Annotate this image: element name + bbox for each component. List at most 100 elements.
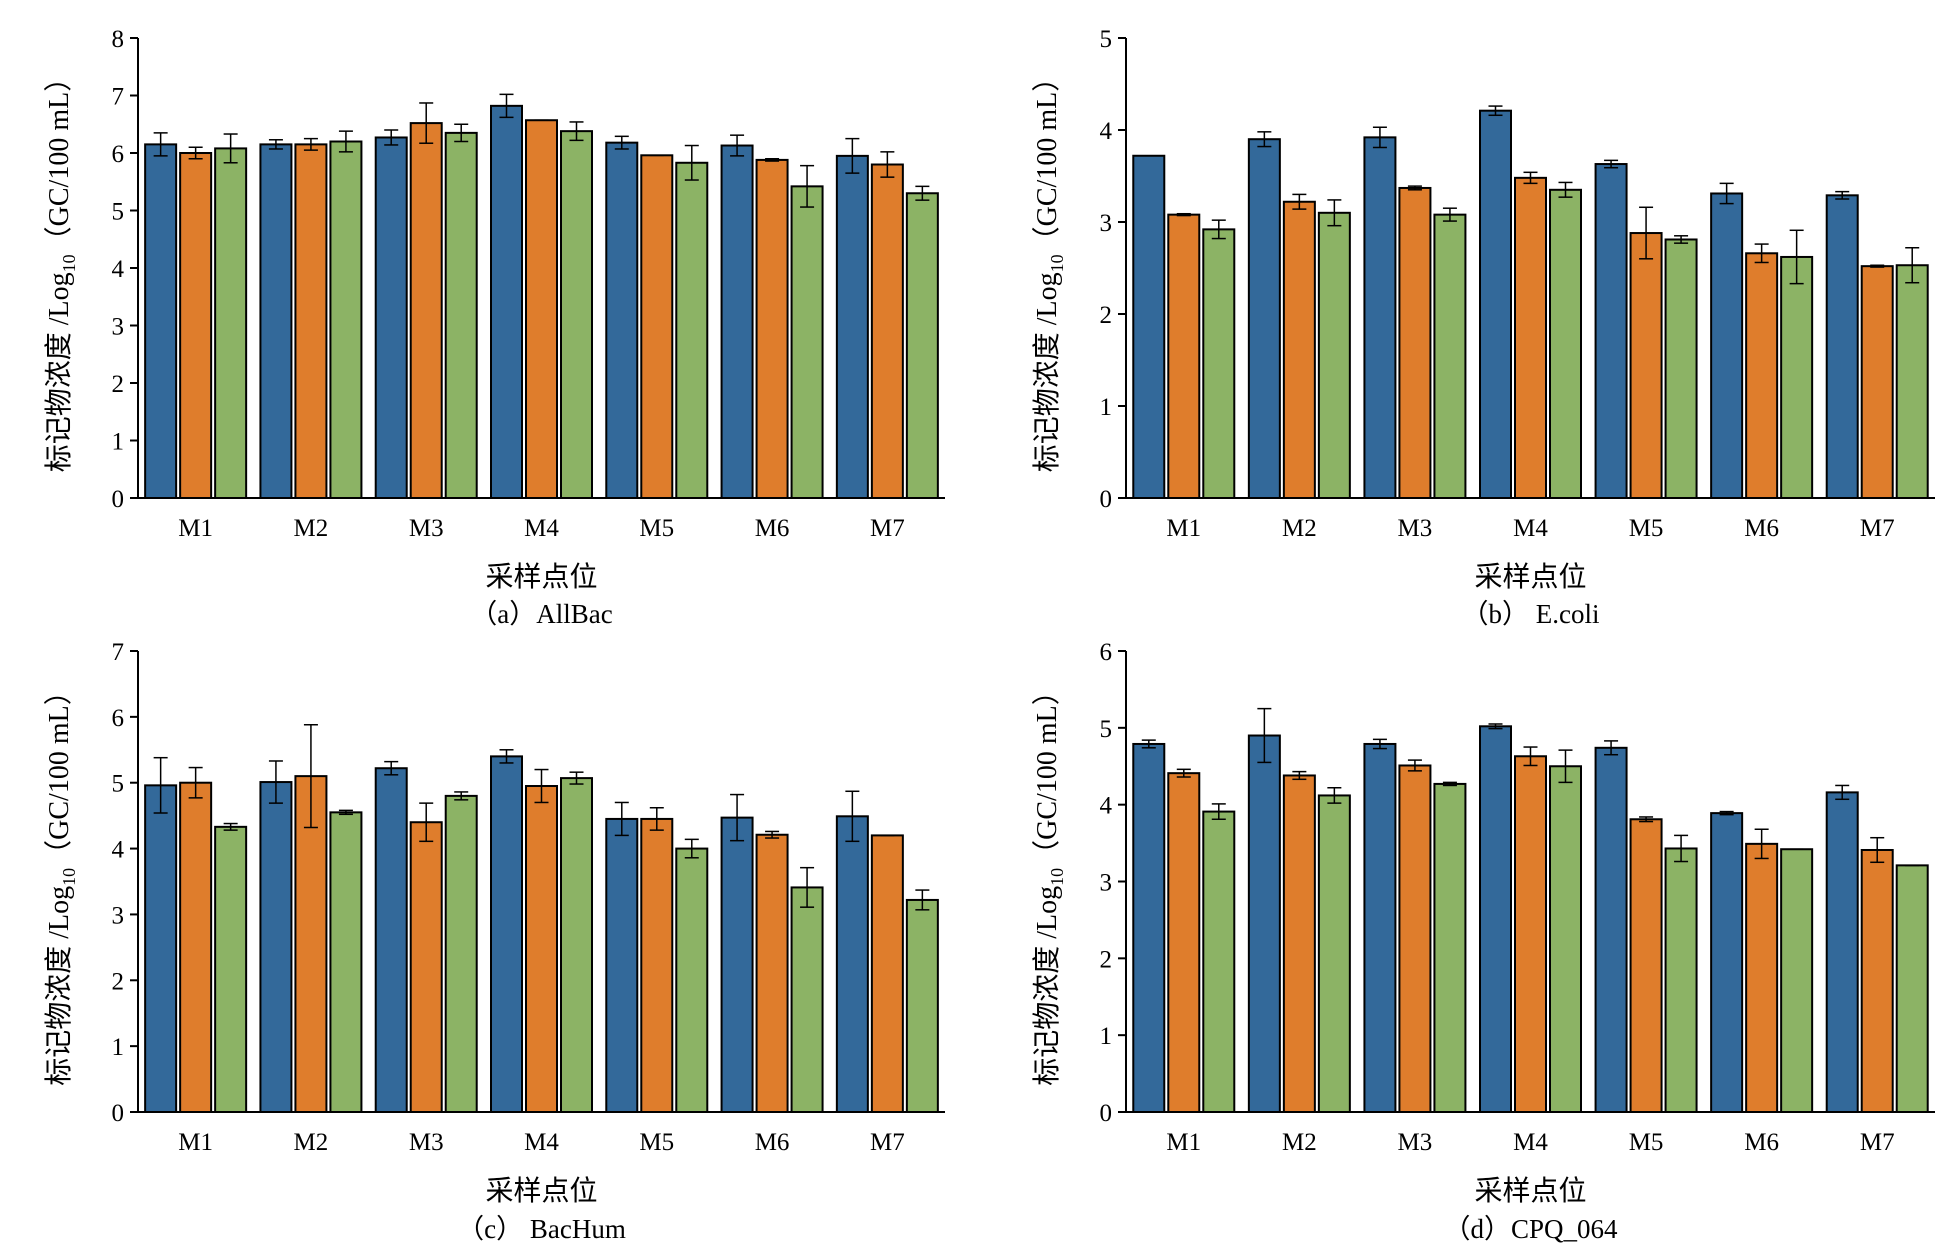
bar	[640, 154, 674, 500]
y-tick-label: 1	[1100, 394, 1113, 421]
y-tick-label: 3	[112, 314, 125, 341]
x-tick-label: M5	[1629, 515, 1664, 542]
bar	[1549, 188, 1582, 500]
bar	[1594, 746, 1628, 1113]
bar	[1202, 228, 1236, 500]
bar	[490, 104, 523, 499]
error-bar	[1327, 199, 1342, 227]
y-axis-title: 标记物浓度 /Log10（GC/100 mL）	[1031, 64, 1067, 472]
bar	[640, 817, 674, 1114]
y-tick-label: 7	[112, 84, 125, 111]
y-tick-label: 3	[1100, 210, 1113, 237]
error-bar	[800, 866, 815, 908]
error-bar	[800, 164, 815, 208]
x-tick-label: M3	[1398, 515, 1433, 542]
error-bar	[730, 793, 745, 842]
bar	[905, 898, 939, 1113]
x-tick-label: M1	[1166, 515, 1201, 542]
bar	[755, 833, 789, 1114]
y-tick-label: 0	[112, 486, 125, 513]
error-bar	[1523, 171, 1538, 185]
x-tick-label: M3	[1398, 1129, 1433, 1156]
error-bar	[1141, 739, 1156, 749]
error-bar	[1835, 190, 1850, 200]
y-tick-label: 0	[1100, 1100, 1113, 1127]
x-tick-label: M7	[870, 1129, 905, 1156]
bar	[1780, 255, 1814, 499]
chart-caption: （b） E.coli	[1462, 599, 1600, 629]
x-tick-label: M7	[1860, 1129, 1895, 1156]
bar	[1514, 176, 1547, 499]
error-bar	[1442, 207, 1457, 222]
error-bar	[684, 144, 699, 181]
error-bar	[1176, 768, 1191, 778]
error-bar	[1372, 738, 1387, 750]
bar	[1514, 755, 1547, 1113]
error-bar	[419, 802, 434, 843]
bar	[1745, 252, 1779, 499]
bar	[409, 122, 443, 499]
error-bar	[1674, 834, 1689, 863]
error-bar	[1327, 787, 1342, 804]
x-tick-label: M7	[1860, 515, 1895, 542]
bar	[790, 886, 824, 1113]
bar	[374, 767, 408, 1113]
error-bar	[1835, 784, 1850, 801]
bar	[1549, 765, 1582, 1113]
y-axis-title: 标记物浓度 /Log10（GC/100 mL）	[43, 64, 79, 472]
error-bar	[153, 756, 168, 814]
error-bar	[153, 132, 168, 157]
bar	[560, 777, 593, 1114]
bar	[1132, 742, 1166, 1113]
bar	[1282, 774, 1316, 1113]
y-axis-title: 标记物浓度 /Log10（GC/100 mL）	[1031, 677, 1067, 1085]
error-bar	[1523, 746, 1538, 767]
bar	[444, 794, 478, 1114]
y-tick-label: 6	[112, 705, 125, 732]
bar	[490, 755, 523, 1113]
bar	[1710, 812, 1744, 1113]
error-bar	[499, 749, 514, 764]
bar	[1167, 772, 1201, 1113]
bar	[1167, 213, 1201, 499]
error-bar	[1754, 243, 1769, 264]
x-tick-label: M2	[1282, 1129, 1317, 1156]
y-tick-label: 5	[112, 771, 125, 798]
bar	[1860, 848, 1894, 1114]
error-bar	[915, 185, 930, 201]
y-tick-label: 4	[112, 837, 125, 864]
x-tick-label: M3	[409, 1129, 444, 1156]
bar	[1895, 864, 1929, 1113]
bar	[179, 781, 213, 1113]
bar	[1433, 782, 1467, 1114]
x-tick-label: M4	[524, 1129, 559, 1156]
error-bar	[569, 771, 584, 785]
error-bar	[1719, 810, 1734, 816]
error-bar	[268, 139, 283, 150]
bar	[1664, 847, 1698, 1113]
bar	[905, 192, 939, 499]
chart-panel: M1 M2 M3 M4 M5 M6 M7 0 1 2 3 4 5 6 7 8 采样点位 标记物浓度 /Log10（…	[43, 26, 945, 629]
bar	[1629, 818, 1663, 1113]
chart-caption: （d）CPQ_064	[1443, 1214, 1618, 1244]
chart-panel: M1 M2 M3 M4 M5 M6 M7 0 1 2 3 4 5 6 7 采样点位 标记物浓度 /Log10（G…	[43, 639, 945, 1244]
bar	[259, 781, 293, 1113]
error-bar	[268, 760, 283, 804]
bar	[560, 130, 593, 499]
error-bar	[765, 158, 780, 162]
bar	[329, 140, 363, 499]
x-tick-label: M4	[524, 515, 559, 542]
error-bar	[223, 822, 238, 831]
error-bar	[1488, 723, 1503, 730]
bar	[144, 143, 178, 499]
error-bar	[338, 809, 353, 816]
error-bar	[1211, 219, 1226, 240]
error-bar	[1211, 803, 1226, 821]
y-tick-label: 1	[1100, 1023, 1113, 1050]
y-tick-label: 0	[1100, 486, 1113, 513]
error-bar	[1870, 836, 1885, 864]
y-axis-title: 标记物浓度 /Log10（GC/100 mL）	[43, 677, 79, 1085]
error-bar	[614, 135, 629, 150]
x-tick-label: M5	[639, 515, 674, 542]
chart-caption: （a）AllBac	[470, 599, 612, 629]
